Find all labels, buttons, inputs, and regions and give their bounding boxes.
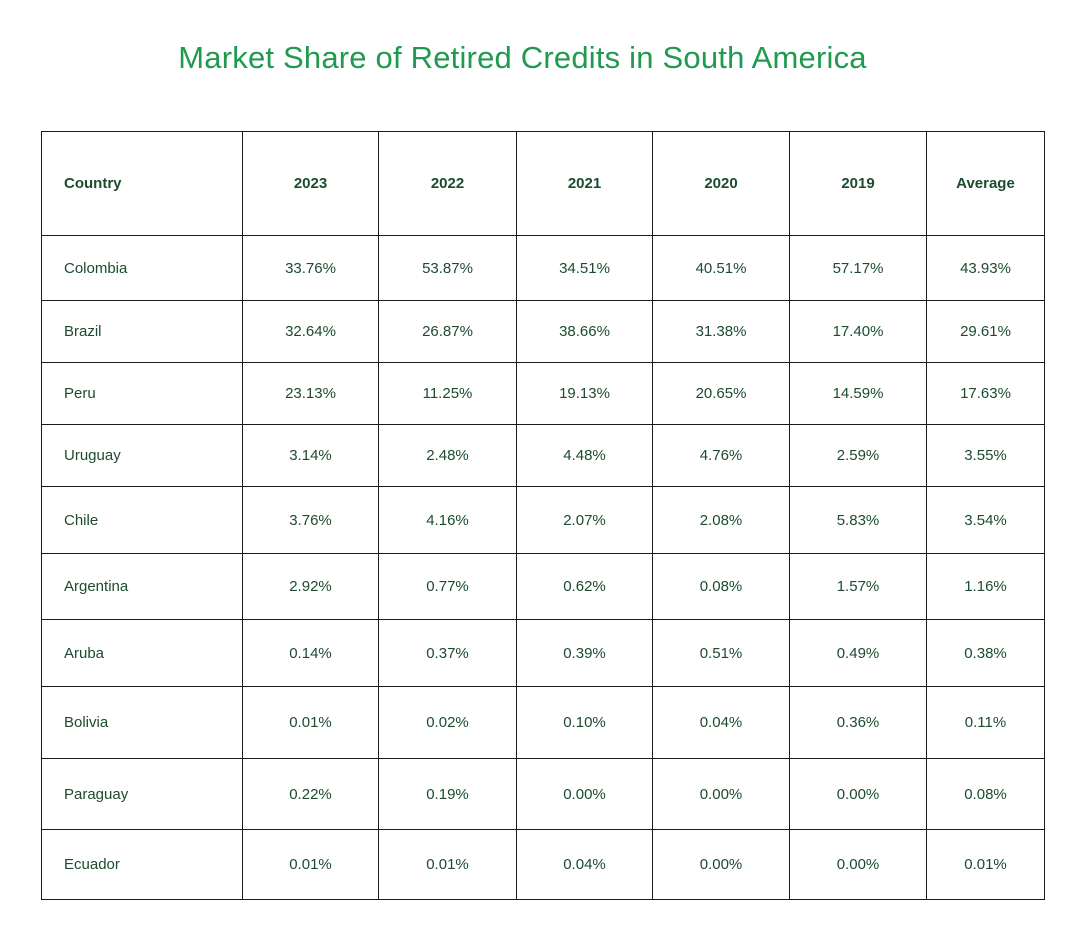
column-header: 2022 [378,131,517,236]
value-cell: 3.76% [242,486,379,554]
value-cell: 33.76% [242,235,379,301]
value-cell: 2.48% [378,424,517,487]
value-cell: 3.54% [926,486,1045,554]
value-cell: 0.51% [652,619,790,687]
value-cell: 20.65% [652,362,790,425]
value-cell: 17.40% [789,300,927,363]
table-row: Colombia 33.76% 53.87% 34.51% 40.51% 57.17% 43… [41,235,1045,301]
country-cell: Uruguay [41,424,243,487]
value-cell: 29.61% [926,300,1045,363]
value-cell: 3.55% [926,424,1045,487]
data-table: Country 2023 2022 2021 2020 2019 Average Colom… [41,131,1045,900]
country-cell: Peru [41,362,243,425]
value-cell: 0.04% [652,686,790,759]
table-row: Peru 23.13% 11.25% 19.13% 20.65% 14.59% 17.63% [41,362,1045,425]
value-cell: 2.07% [516,486,653,554]
country-cell: Brazil [41,300,243,363]
table-row: Paraguay 0.22% 0.19% 0.00% 0.00% 0.00% 0.08% [41,758,1045,830]
value-cell: 0.01% [242,829,379,900]
table-row: Argentina 2.92% 0.77% 0.62% 0.08% 1.57% 1.16% [41,553,1045,620]
value-cell: 40.51% [652,235,790,301]
column-header: Country [41,131,243,236]
value-cell: 1.16% [926,553,1045,620]
value-cell: 14.59% [789,362,927,425]
value-cell: 0.22% [242,758,379,830]
country-cell: Argentina [41,553,243,620]
value-cell: 3.14% [242,424,379,487]
value-cell: 0.37% [378,619,517,687]
value-cell: 26.87% [378,300,517,363]
value-cell: 0.10% [516,686,653,759]
value-cell: 0.00% [789,758,927,830]
column-header: 2020 [652,131,790,236]
value-cell: 38.66% [516,300,653,363]
value-cell: 4.16% [378,486,517,554]
value-cell: 0.01% [242,686,379,759]
page-title: Market Share of Retired Credits in South… [178,40,867,75]
value-cell: 43.93% [926,235,1045,301]
value-cell: 0.00% [516,758,653,830]
value-cell: 1.57% [789,553,927,620]
country-cell: Ecuador [41,829,243,900]
value-cell: 32.64% [242,300,379,363]
value-cell: 0.36% [789,686,927,759]
value-cell: 2.08% [652,486,790,554]
value-cell: 4.76% [652,424,790,487]
value-cell: 11.25% [378,362,517,425]
value-cell: 0.02% [378,686,517,759]
table-row: Chile 3.76% 4.16% 2.07% 2.08% 5.83% 3.54% [41,486,1045,554]
value-cell: 0.00% [652,758,790,830]
value-cell: 0.19% [378,758,517,830]
value-cell: 0.00% [652,829,790,900]
column-header: 2019 [789,131,927,236]
value-cell: 31.38% [652,300,790,363]
country-cell: Paraguay [41,758,243,830]
value-cell: 0.08% [926,758,1045,830]
value-cell: 0.08% [652,553,790,620]
table-row: Uruguay 3.14% 2.48% 4.48% 4.76% 2.59% 3.55% [41,424,1045,487]
table-row: Brazil 32.64% 26.87% 38.66% 31.38% 17.40% 29.6… [41,300,1045,363]
value-cell: 17.63% [926,362,1045,425]
value-cell: 5.83% [789,486,927,554]
value-cell: 4.48% [516,424,653,487]
header-row: Country 2023 2022 2021 2020 2019 Average [41,131,1045,236]
value-cell: 57.17% [789,235,927,301]
value-cell: 0.49% [789,619,927,687]
value-cell: 0.62% [516,553,653,620]
value-cell: 0.77% [378,553,517,620]
value-cell: 34.51% [516,235,653,301]
column-header: 2023 [242,131,379,236]
country-cell: Bolivia [41,686,243,759]
column-header: 2021 [516,131,653,236]
column-header: Average [926,131,1045,236]
value-cell: 0.39% [516,619,653,687]
value-cell: 2.92% [242,553,379,620]
value-cell: 23.13% [242,362,379,425]
value-cell: 0.01% [926,829,1045,900]
country-cell: Aruba [41,619,243,687]
value-cell: 0.11% [926,686,1045,759]
value-cell: 0.38% [926,619,1045,687]
value-cell: 0.14% [242,619,379,687]
value-cell: 2.59% [789,424,927,487]
table-row: Aruba 0.14% 0.37% 0.39% 0.51% 0.49% 0.38% [41,619,1045,687]
value-cell: 0.04% [516,829,653,900]
value-cell: 53.87% [378,235,517,301]
value-cell: 19.13% [516,362,653,425]
country-cell: Chile [41,486,243,554]
value-cell: 0.01% [378,829,517,900]
table-row: Ecuador 0.01% 0.01% 0.04% 0.00% 0.00% 0.01% [41,829,1045,900]
country-cell: Colombia [41,235,243,301]
value-cell: 0.00% [789,829,927,900]
table-row: Bolivia 0.01% 0.02% 0.10% 0.04% 0.36% 0.11% [41,686,1045,759]
